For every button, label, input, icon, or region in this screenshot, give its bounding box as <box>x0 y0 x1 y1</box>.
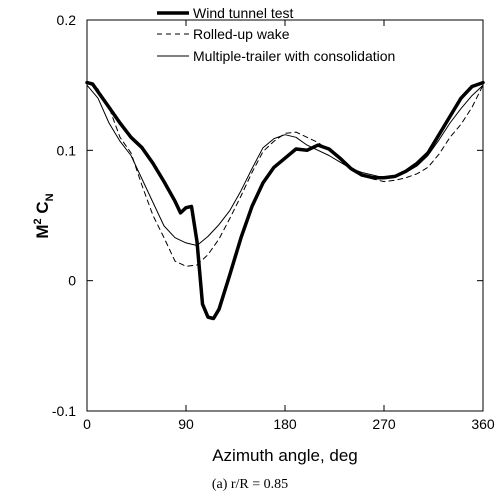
axis-ticks: 0 90 180 270 360 -0.1 0 0.1 0.2 <box>52 12 495 432</box>
legend-label: Wind tunnel test <box>193 5 293 21</box>
legend-label: Rolled-up wake <box>193 26 290 42</box>
y-tick-label: 0 <box>68 273 76 289</box>
y-axis-label-c: C <box>33 201 52 218</box>
legend-label: Multiple-trailer with consolidation <box>193 48 395 64</box>
figure-caption: (a) r/R = 0.85 <box>212 477 288 492</box>
y-axis-label-sup: 2 <box>32 218 44 224</box>
x-tick-label: 360 <box>471 416 495 432</box>
legend: Wind tunnel test Rolled-up wake Multiple-t… <box>157 5 395 64</box>
x-tick-label: 180 <box>273 416 297 432</box>
y-tick-label: -0.1 <box>52 403 76 419</box>
series-line-3 <box>86 84 484 246</box>
x-tick-label: 0 <box>83 416 91 432</box>
series-group <box>85 80 485 321</box>
x-tick-label: 270 <box>372 416 396 432</box>
y-tick-label: 0.2 <box>57 12 77 28</box>
y-tick-label: 0.1 <box>57 142 77 158</box>
series-line-1 <box>85 80 485 321</box>
y-axis-label: M2 CN <box>32 193 56 238</box>
series-line-2 <box>86 82 484 267</box>
y-axis-label-sub: N <box>44 193 56 201</box>
y-axis-label-m: M <box>33 224 52 238</box>
x-axis-label: Azimuth angle, deg <box>212 446 358 465</box>
x-tick-label: 90 <box>178 416 194 432</box>
